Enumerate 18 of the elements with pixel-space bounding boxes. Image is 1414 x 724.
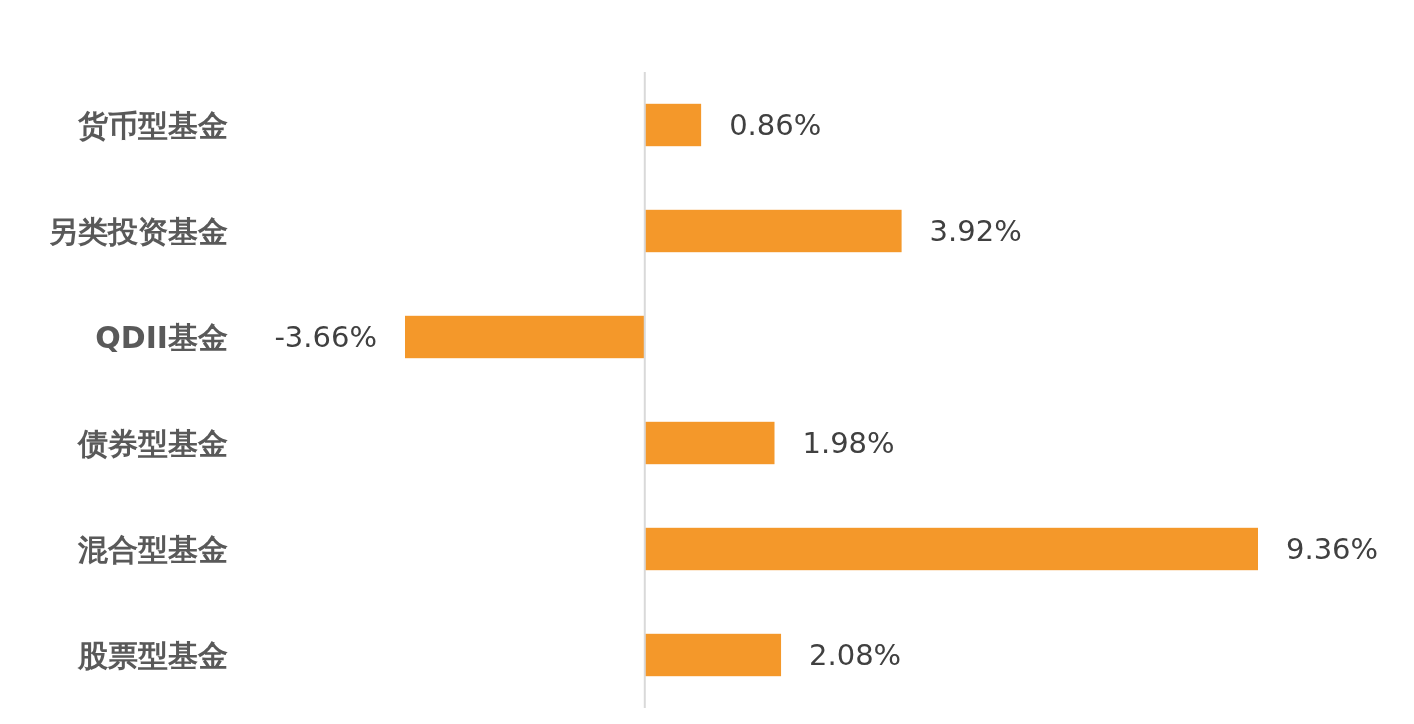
y-tick-label: 货币型基金 — [77, 107, 228, 143]
y-tick-label: 混合型基金 — [77, 531, 228, 567]
y-tick-label: QDII基金 — [95, 319, 228, 355]
data-label: 3.92% — [929, 214, 1022, 248]
bar — [644, 103, 702, 147]
data-label: -3.66% — [274, 320, 377, 354]
data-label: 2.08% — [809, 638, 902, 672]
y-tick-label: 股票型基金 — [77, 637, 228, 673]
bar — [644, 527, 1258, 571]
data-label: 1.98% — [802, 426, 895, 460]
bar — [644, 209, 902, 253]
bar — [644, 633, 782, 677]
y-tick-label: 债券型基金 — [77, 425, 228, 461]
data-label: 0.86% — [729, 108, 822, 142]
y-tick-label: 另类投资基金 — [48, 213, 228, 249]
data-label: 9.36% — [1286, 532, 1379, 566]
bar — [644, 421, 775, 465]
bar — [405, 315, 645, 359]
